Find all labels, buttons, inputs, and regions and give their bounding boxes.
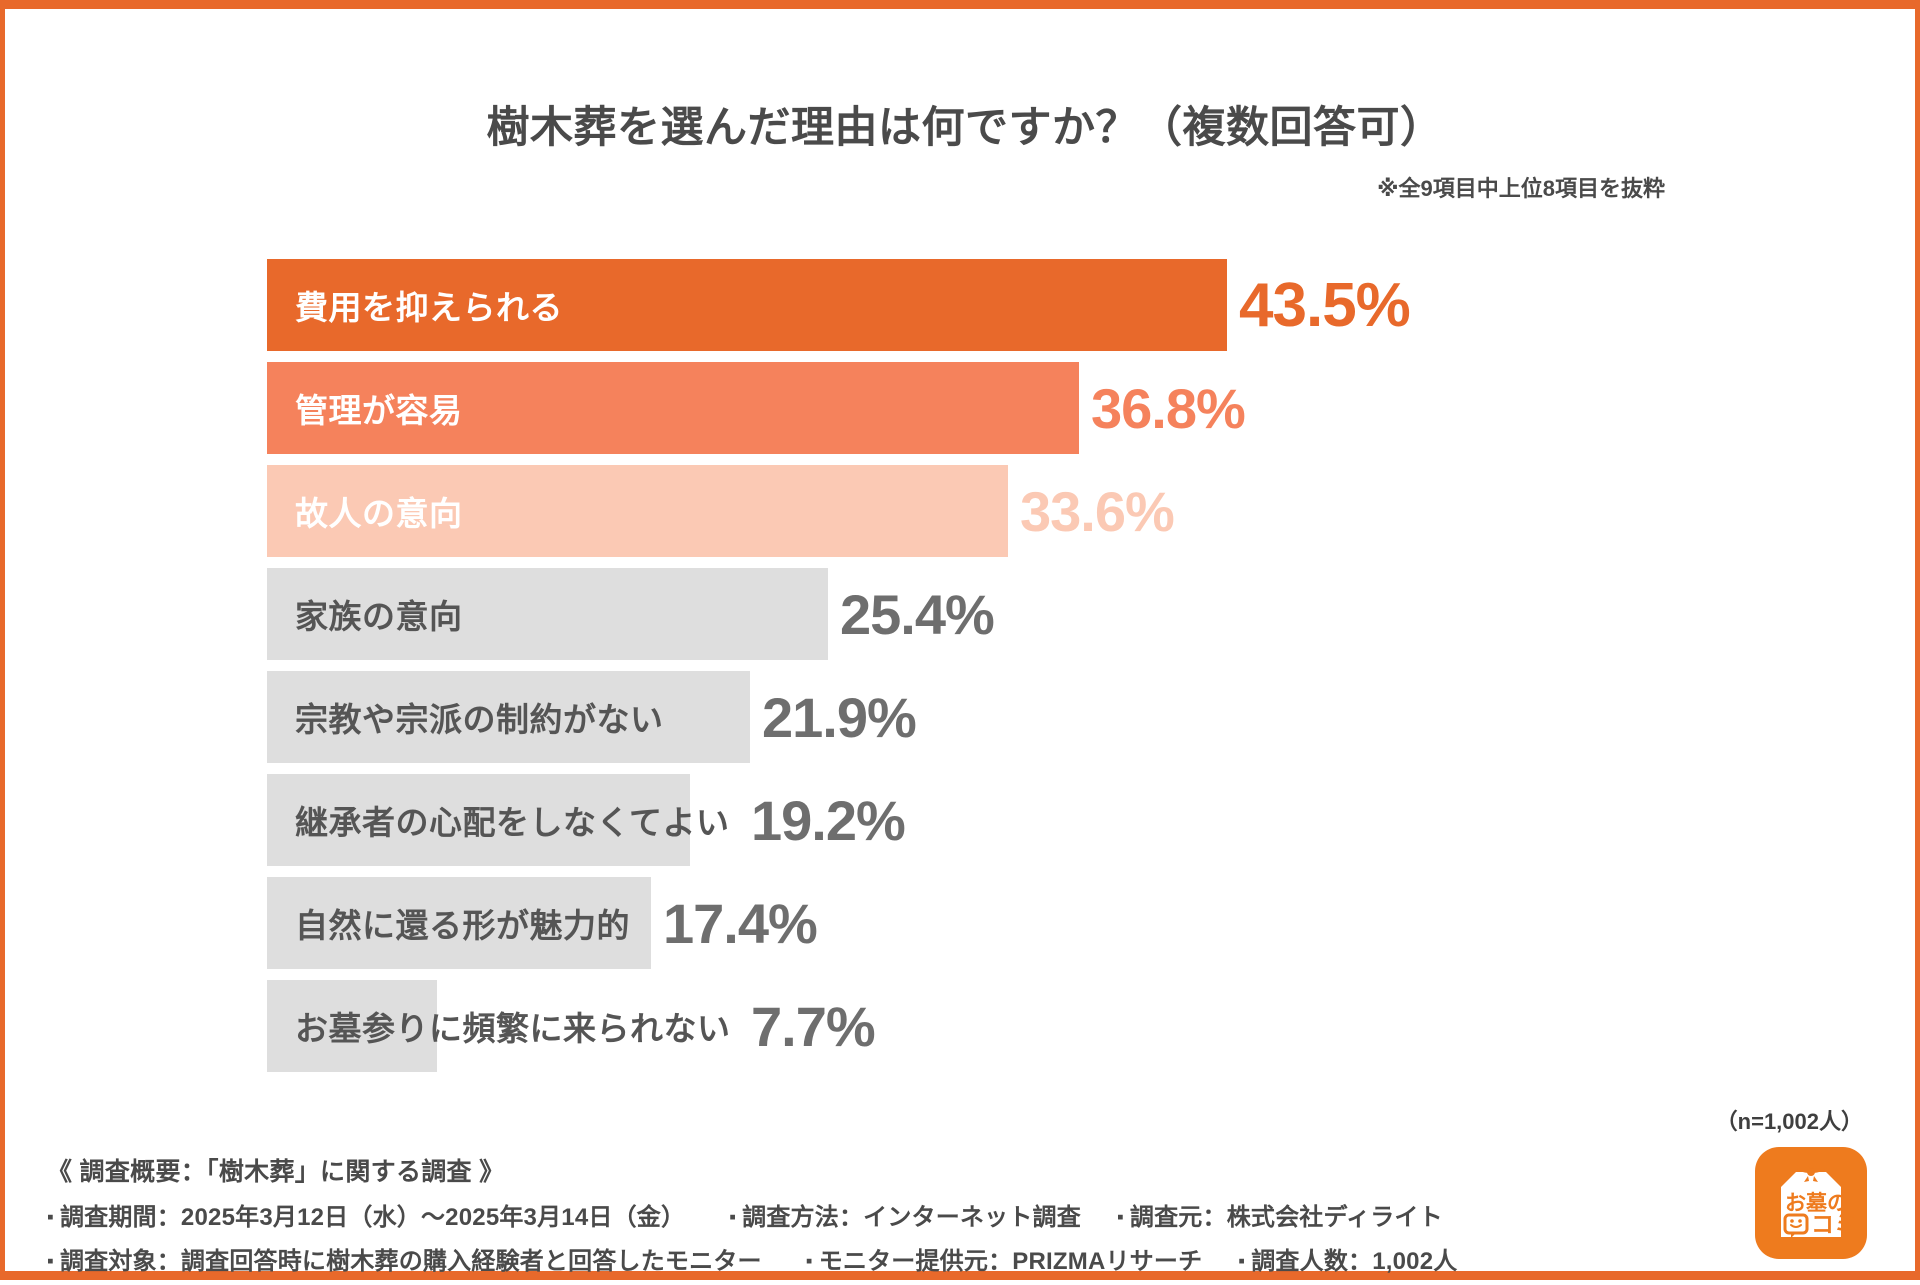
bar-category-label: 費用を抑えられる xyxy=(295,289,563,326)
bar-fill xyxy=(267,568,828,660)
bar-row: お墓参りに頻繁に来られない 7.7% xyxy=(267,980,1667,1072)
bar-fill xyxy=(267,774,690,866)
bar-value-label: 43.5% xyxy=(1239,270,1411,340)
bar-category-label: 家族の意向 xyxy=(295,598,463,635)
bar-fill xyxy=(267,362,1079,454)
bar-category-label: 自然に還る形が魅力的 xyxy=(295,907,630,944)
footer-survey-method: 調査方法：インターネット調査 xyxy=(729,1197,1081,1232)
footer-monitor-provider: モニター提供元：PRIZMAリサーチ xyxy=(806,1241,1203,1276)
footer-survey-source: 調査元：株式会社ディライト xyxy=(1117,1197,1443,1232)
footer-line-2: 調査期間：2025年3月12日（水）～2025年3月14日（金） 調査方法：イン… xyxy=(47,1197,1457,1232)
footer: 《 調査概要：「樹木葬」に関する調査 》 調査期間：2025年3月12日（水）～… xyxy=(47,1152,1457,1285)
logo-line-2: コミ xyxy=(1811,1211,1857,1237)
bar-value-label: 25.4% xyxy=(840,582,995,646)
bar-category-label: 管理が容易 xyxy=(295,392,463,429)
footer-respondent-count: 調査人数：1,002人 xyxy=(1238,1241,1457,1276)
bar-category-label: 宗教や宗派の制約がない xyxy=(295,701,664,738)
bar-category-label: お墓参りに頻繁に来られない xyxy=(295,1010,731,1047)
bar-row: 自然に還る形が魅力的 17.4% xyxy=(267,877,1667,969)
bar-value-label: 21.9% xyxy=(762,685,917,749)
bar-row: 宗教や宗派の制約がない 21.9% xyxy=(267,671,1667,763)
bar-value-label: 19.2% xyxy=(751,788,906,852)
bar-row: 家族の意向 25.4% xyxy=(267,568,1667,660)
bar-row: 管理が容易 36.8% xyxy=(267,362,1667,454)
bar-value-label: 7.7% xyxy=(751,994,876,1058)
bar-category-label: 故人の意向 xyxy=(295,495,463,532)
infographic-inner: 樹木葬を選んだ理由は何ですか？（複数回答可） ※全9項目中上位8項目を抜粋 費用… xyxy=(5,9,1915,1275)
ohaka-no-kuchikomi-icon: お墓の コミ xyxy=(1781,1163,1857,1238)
bar-fill xyxy=(267,259,1227,351)
bar-value-label: 17.4% xyxy=(663,891,818,955)
chart-subnote: ※全9項目中上位8項目を抜粋 xyxy=(1377,176,1665,201)
sample-size-label: （n=1,002人） xyxy=(1715,1109,1863,1134)
bar-category-label: 継承者の心配をしなくてよい xyxy=(295,804,730,841)
bar-chart: 費用を抑えられる 43.5% 管理が容易 36.8% 故人の意向 33.6% 家族の意向 25… xyxy=(267,259,1667,1072)
footer-line-3: 調査対象：調査回答時に樹木葬の購入経験者と回答したモニター モニター提供元：PR… xyxy=(47,1241,1457,1276)
bar-fill xyxy=(267,877,651,969)
footer-survey-period: 調査期間：2025年3月12日（水）～2025年3月14日（金） xyxy=(47,1197,685,1232)
bar-fill xyxy=(267,671,750,763)
logo-line-1: お墓の xyxy=(1785,1192,1848,1215)
logo-smile-bubble xyxy=(1783,1213,1809,1238)
bar-row: 故人の意向 33.6% xyxy=(267,465,1667,557)
bar-row: 費用を抑えられる 43.5% xyxy=(267,259,1667,351)
bar-value-label: 36.8% xyxy=(1091,376,1246,440)
bar-fill xyxy=(267,465,1008,557)
brand-logo: お墓の コミ xyxy=(1755,1147,1867,1259)
bar-value-label: 33.6% xyxy=(1020,479,1175,543)
footer-heading: 《 調査概要：「樹木葬」に関する調査 》 xyxy=(47,1158,505,1186)
footer-survey-target: 調査対象：調査回答時に樹木葬の購入経験者と回答したモニター xyxy=(47,1241,762,1276)
page-title: 樹木葬を選んだ理由は何ですか？（複数回答可） xyxy=(486,104,1444,152)
bar-fill xyxy=(267,980,437,1072)
bar-row: 継承者の心配をしなくてよい 19.2% xyxy=(267,774,1667,866)
